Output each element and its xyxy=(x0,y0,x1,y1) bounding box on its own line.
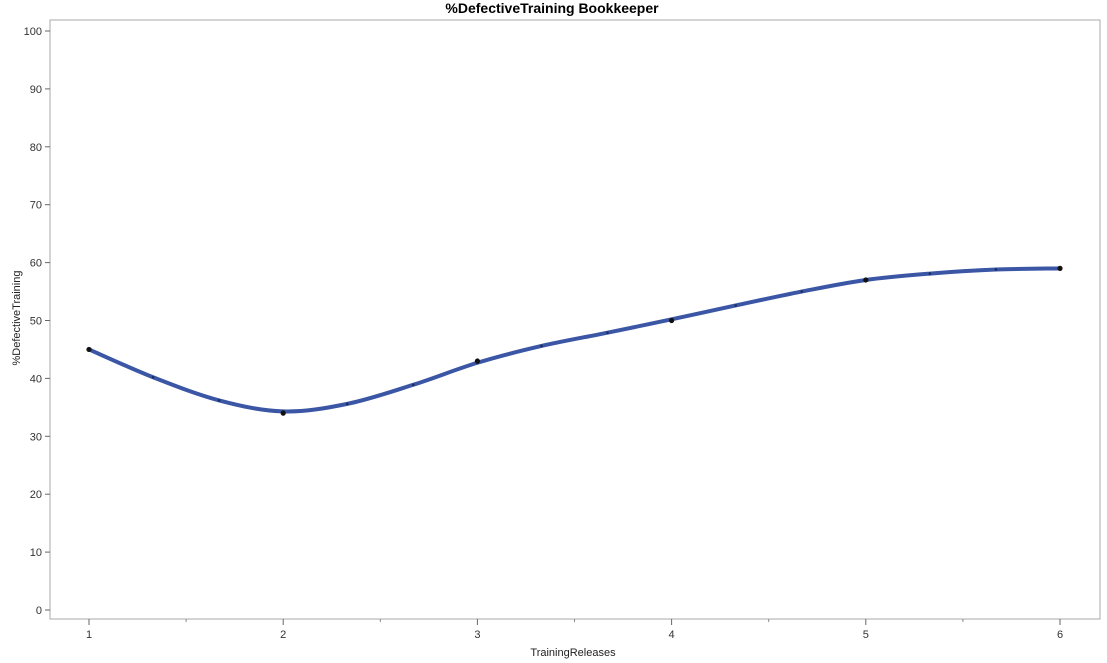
chart-title: %DefectiveTraining Bookkeeper xyxy=(445,0,659,16)
curve-marker xyxy=(734,304,737,307)
curve-marker xyxy=(217,399,221,402)
y-tick-label: 80 xyxy=(30,142,42,154)
series-line-curve xyxy=(87,266,1062,414)
data-point xyxy=(669,317,675,324)
y-tick-label: 20 xyxy=(30,489,42,501)
x-tick-label: 1 xyxy=(86,629,92,641)
x-tick-label: 3 xyxy=(474,629,480,641)
curve-marker xyxy=(540,344,543,348)
x-tick-label: 6 xyxy=(1057,629,1063,641)
y-tick-label: 0 xyxy=(36,605,42,617)
data-point xyxy=(86,346,92,353)
y-axis-label: %DefectiveTraining xyxy=(11,271,23,366)
y-tick-label: 50 xyxy=(30,316,42,328)
x-tick-label: 5 xyxy=(863,629,869,641)
curve-marker xyxy=(412,383,415,387)
curve-marker xyxy=(606,331,609,334)
x-axis-label: TrainingReleases xyxy=(530,647,616,659)
y-tick-label: 70 xyxy=(30,200,42,212)
data-point xyxy=(1057,265,1063,271)
y-tick-label: 40 xyxy=(30,373,42,385)
x-axis: 1 2 3 4 5 6 xyxy=(86,619,1063,641)
y-tick-label: 30 xyxy=(30,431,42,443)
curve-marker xyxy=(345,402,349,406)
data-points xyxy=(86,265,1063,416)
curve-marker xyxy=(994,268,998,271)
x-tick-label: 2 xyxy=(280,629,286,641)
curve-marker xyxy=(151,375,155,379)
y-axis: 0 10 20 30 40 50 60 70 80 90 100 xyxy=(24,26,50,617)
x-tick-label: 4 xyxy=(669,629,675,641)
data-point xyxy=(474,358,480,364)
data-point xyxy=(280,410,286,416)
y-tick-label: 90 xyxy=(30,84,42,96)
y-tick-label: 60 xyxy=(30,258,42,270)
curve-marker xyxy=(800,290,804,293)
plot-frame xyxy=(49,19,1101,620)
curve-marker xyxy=(928,272,932,275)
data-point xyxy=(863,277,869,283)
y-tick-label: 10 xyxy=(30,547,42,559)
y-tick-label: 100 xyxy=(24,26,42,38)
